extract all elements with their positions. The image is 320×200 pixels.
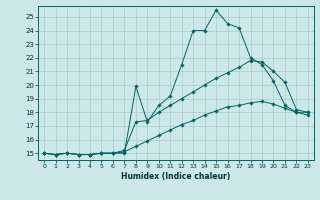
- X-axis label: Humidex (Indice chaleur): Humidex (Indice chaleur): [121, 172, 231, 181]
